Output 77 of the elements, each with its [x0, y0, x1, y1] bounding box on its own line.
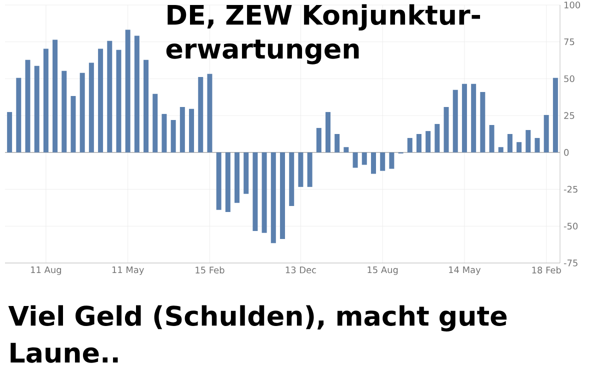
bar [352, 152, 358, 168]
bar [426, 131, 431, 152]
bar [34, 66, 40, 152]
bar [498, 147, 504, 152]
bar [544, 114, 549, 152]
bar [62, 70, 67, 152]
bar [270, 152, 276, 244]
x-tick-label: 11 Aug [31, 266, 62, 275]
bar [25, 60, 30, 152]
bar [325, 112, 330, 152]
bar [507, 134, 512, 152]
bar [534, 138, 540, 152]
bar [134, 36, 140, 152]
x-tick-label: 18 Feb [532, 266, 561, 274]
bar [316, 128, 322, 152]
y-tick-label: 75 [564, 38, 574, 46]
x-tick-label: 13 Dec [286, 266, 316, 274]
bar [416, 134, 422, 152]
bar [52, 40, 58, 152]
bar [434, 124, 440, 152]
bar [462, 84, 467, 152]
y-tick-label: 0 [564, 149, 569, 156]
bar [471, 84, 476, 152]
bar [180, 107, 185, 152]
bar [380, 152, 386, 171]
bar [70, 96, 76, 152]
bar [116, 50, 122, 152]
bar [234, 152, 240, 203]
text: Viel Geld (Schulden), macht gute Laune.. [8, 305, 507, 363]
bar [80, 72, 85, 152]
x-tick-label: 14 May [449, 266, 481, 275]
bar [362, 152, 367, 165]
bar [307, 152, 312, 187]
bar [170, 120, 176, 152]
bar [407, 138, 412, 152]
bar [152, 94, 158, 152]
bar [552, 78, 558, 152]
bar [389, 152, 394, 169]
x-tick-label: 15 Aug [368, 266, 398, 275]
bar [252, 152, 258, 232]
y-tick-label: 100 [564, 2, 580, 8]
bar [452, 90, 458, 152]
bar [298, 152, 304, 187]
bar [162, 114, 167, 152]
bar [444, 107, 449, 152]
bar [489, 125, 494, 152]
y-tick-label: -75 [564, 260, 578, 266]
bar [289, 152, 294, 206]
bar [207, 74, 212, 152]
text: DE, ZEW Konjunktur-erwartungen [166, 4, 480, 64]
bar [516, 142, 522, 152]
y-tick-label: 50 [564, 75, 574, 82]
x-tick-label: 15 Feb [196, 266, 224, 274]
bar [125, 30, 130, 152]
bar [526, 130, 531, 152]
bar [344, 147, 349, 152]
bar [334, 134, 340, 152]
bar [88, 62, 94, 152]
bar [43, 48, 48, 152]
bar [198, 76, 204, 152]
bar [98, 48, 104, 152]
bar [16, 78, 22, 152]
x-tick-label: 11 May [112, 266, 144, 275]
bar [244, 152, 249, 194]
bar [262, 152, 267, 233]
bar [480, 92, 486, 152]
bar [7, 112, 12, 152]
bar [280, 152, 286, 239]
bar [225, 152, 230, 212]
y-tick-label: 25 [564, 112, 574, 119]
y-tick-label: -25 [564, 186, 578, 193]
bar [216, 152, 222, 210]
y-tick-label: -50 [564, 222, 578, 230]
bar [189, 108, 194, 152]
bar [144, 60, 149, 152]
bar [107, 40, 112, 152]
bar [370, 152, 376, 174]
